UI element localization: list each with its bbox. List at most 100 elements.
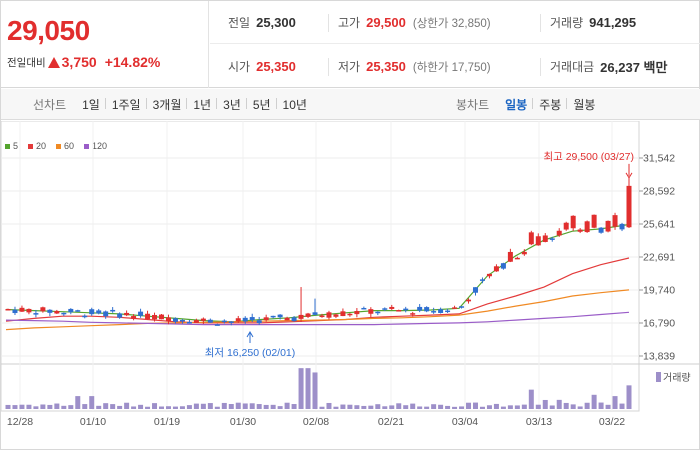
period-3m-button[interactable]: 3개월 bbox=[145, 96, 188, 113]
volume-bar bbox=[47, 404, 53, 409]
period-1d-button[interactable]: 1일 bbox=[82, 98, 100, 112]
period-10y-button[interactable]: 10년 bbox=[275, 96, 313, 113]
chart-grid bbox=[1, 121, 700, 412]
quote-grid: 전일 25,300 고가 29,500 (상한가 32,850) 거래량 941… bbox=[210, 1, 700, 88]
candle-body bbox=[26, 308, 32, 313]
candle-body bbox=[326, 312, 332, 318]
candle-body bbox=[535, 236, 541, 246]
volume-bar bbox=[249, 403, 255, 409]
candle-body bbox=[110, 309, 116, 312]
volume-bar bbox=[472, 402, 478, 409]
legend-swatch bbox=[56, 143, 62, 149]
prev-close-label: 전일 bbox=[228, 16, 251, 30]
volume-bar bbox=[612, 396, 618, 409]
candlestick-chart[interactable]: 31,542 28,592 25,641 22,691 19,740 16,790 13,8… bbox=[1, 121, 700, 451]
candle-body bbox=[466, 299, 472, 302]
candle-body bbox=[605, 220, 611, 232]
daily-candle-button[interactable]: 일봉 bbox=[505, 98, 528, 112]
candle-body bbox=[403, 308, 409, 311]
volume-bars bbox=[5, 368, 632, 409]
volume-bar bbox=[514, 405, 520, 409]
volume-bar bbox=[61, 405, 67, 409]
volume-bar bbox=[200, 403, 206, 409]
candle-body bbox=[298, 314, 304, 319]
candle-body bbox=[493, 266, 499, 272]
volume-bar bbox=[438, 404, 444, 409]
moving-averages bbox=[5, 223, 630, 331]
chart-annotations: 최고 29,500 (03/27) 최저 16,250 (02/01) bbox=[205, 151, 634, 359]
legend-label: 20 bbox=[36, 141, 47, 151]
monthly-candle-button[interactable]: 월봉 bbox=[566, 96, 601, 113]
volume-bar bbox=[152, 403, 158, 409]
candle-body bbox=[333, 314, 339, 317]
legend-ma60: 60 bbox=[56, 141, 74, 151]
candle-body bbox=[159, 314, 165, 320]
volume-bar bbox=[354, 405, 360, 409]
volume-bar bbox=[396, 403, 402, 409]
candle-body bbox=[40, 307, 46, 312]
candle-body bbox=[424, 307, 430, 312]
trade-value-cell: 거래대금 26,237 백만 bbox=[550, 45, 667, 88]
candle-body bbox=[277, 314, 283, 318]
open-cell: 시가 25,350 bbox=[228, 45, 296, 88]
volume-bar bbox=[75, 396, 81, 409]
candle-body bbox=[591, 214, 597, 228]
candle-body bbox=[452, 307, 458, 309]
candle-body bbox=[410, 313, 416, 315]
candle-body bbox=[584, 221, 590, 233]
candle-body bbox=[319, 315, 325, 318]
candle-body bbox=[263, 317, 269, 321]
ma-legend: 5 20 60 120 bbox=[5, 141, 117, 151]
candle-body bbox=[598, 227, 604, 233]
volume-bar bbox=[138, 404, 144, 409]
volume-bar bbox=[584, 402, 590, 409]
y-tick-label: 22,691 bbox=[643, 252, 675, 264]
volume-bar bbox=[479, 406, 485, 409]
arrow-up-icon bbox=[246, 331, 254, 338]
candle-body bbox=[542, 235, 548, 242]
price-summary: 29,050 전일대비 3,750 +14.82% 전일 25,300 고가 2… bbox=[1, 1, 700, 88]
volume-bar bbox=[186, 405, 192, 409]
volume-bar bbox=[117, 405, 123, 409]
candle-body bbox=[68, 308, 74, 313]
volume-bar bbox=[507, 405, 513, 409]
volume-bar bbox=[605, 404, 611, 409]
volume-bar bbox=[368, 405, 374, 409]
low-annotation: 최저 16,250 (02/01) bbox=[205, 347, 296, 359]
volume-bar bbox=[319, 406, 325, 409]
candle-body bbox=[445, 310, 451, 313]
divider bbox=[540, 58, 541, 76]
period-3y-button[interactable]: 3년 bbox=[216, 96, 247, 113]
x-tick-label: 01/19 bbox=[154, 416, 180, 428]
volume-bar bbox=[459, 406, 465, 409]
prev-close-cell: 전일 25,300 bbox=[228, 1, 296, 44]
period-1w-button[interactable]: 1주일 bbox=[104, 96, 147, 113]
quote-row-1: 전일 25,300 고가 29,500 (상한가 32,850) 거래량 941… bbox=[210, 1, 700, 44]
x-tick-label: 03/04 bbox=[452, 416, 478, 428]
weekly-candle-button[interactable]: 주봉 bbox=[532, 96, 567, 113]
candle-body bbox=[242, 317, 248, 322]
volume-bar bbox=[193, 403, 199, 409]
arrow-down-icon bbox=[625, 172, 633, 179]
volume-bar bbox=[347, 404, 353, 409]
candle-body bbox=[256, 320, 262, 324]
volume-bar bbox=[626, 385, 632, 409]
quote-row-2: 시가 25,350 저가 25,350 (하한가 17,750) 거래대금 26… bbox=[210, 45, 700, 88]
period-5y-button[interactable]: 5년 bbox=[245, 96, 277, 113]
volume-bar bbox=[5, 404, 11, 409]
candle-types: 봉차트 일봉 주봉 월봉 bbox=[456, 89, 601, 120]
candle-body bbox=[235, 318, 241, 322]
open-label: 시가 bbox=[228, 60, 251, 74]
candle-body bbox=[96, 310, 102, 314]
plot-frame bbox=[1, 121, 640, 412]
volume-cell: 거래량 941,295 bbox=[550, 1, 636, 44]
y-tick-label: 16,790 bbox=[643, 318, 675, 330]
period-1y-button[interactable]: 1년 bbox=[186, 96, 217, 113]
candle-body bbox=[82, 315, 88, 318]
triangle-up-icon bbox=[47, 56, 60, 68]
candle-body bbox=[577, 229, 583, 232]
candle-body bbox=[438, 309, 444, 313]
volume-bar bbox=[89, 396, 95, 409]
candle-body bbox=[103, 311, 109, 317]
chart-axes: 31,542 28,592 25,641 22,691 19,740 16,790 13,8… bbox=[7, 153, 691, 429]
